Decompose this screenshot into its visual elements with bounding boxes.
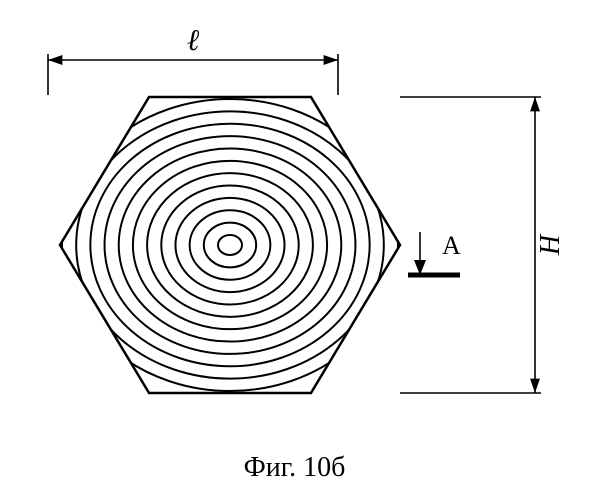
dimension-height-label: H [535,233,566,256]
section-marker-label: A [442,231,461,260]
figure-caption: Фиг. 10б [0,452,589,484]
figure-canvas: ℓ H A Фиг. 10б [0,0,589,500]
concentric-rings [62,99,398,391]
dimension-width-label: ℓ [187,24,200,57]
diagram-svg: ℓ H A [0,0,589,500]
dimension-height: H [400,97,566,393]
hexagon-outline [60,97,400,393]
dimension-width: ℓ [48,24,338,95]
section-marker-a: A [408,231,461,275]
